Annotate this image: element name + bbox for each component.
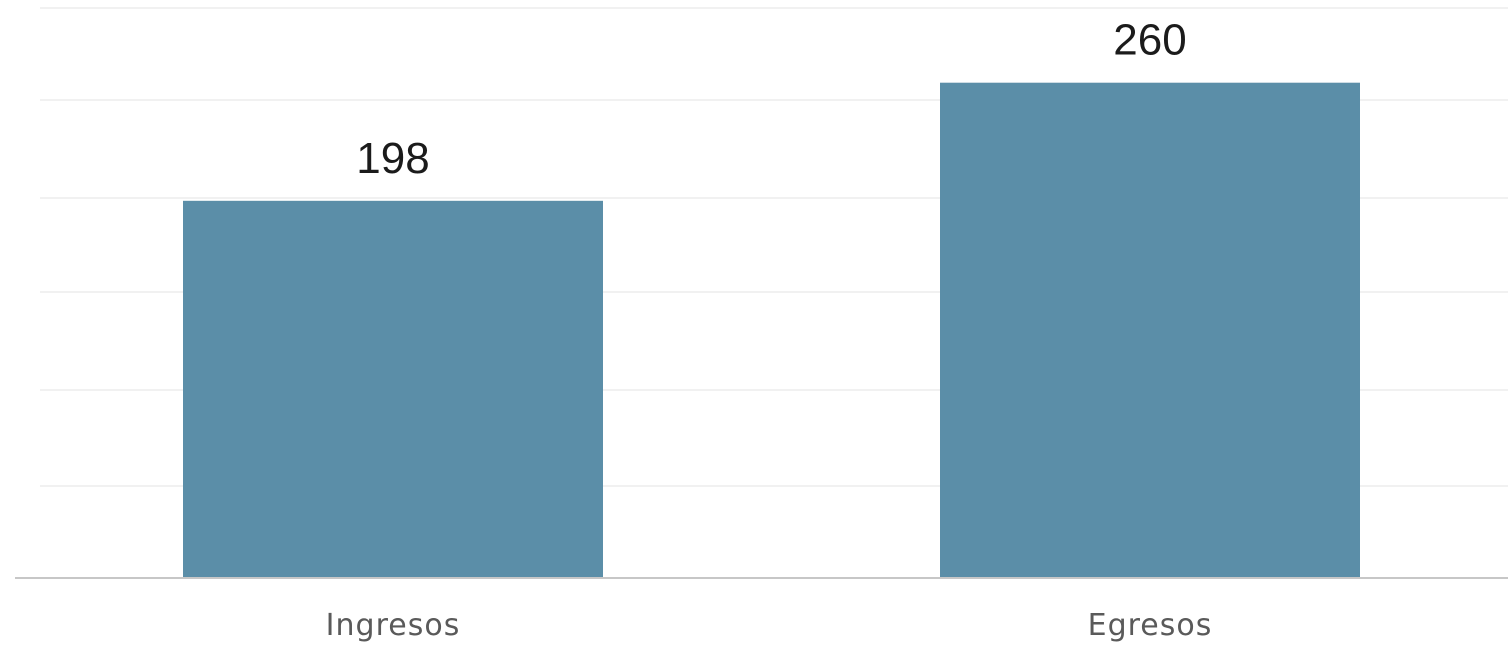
tick-label-egresos: Egresos [1088,608,1213,643]
x-axis-tick-labels: Ingresos Egresos [326,608,1213,643]
bar-egresos [940,82,1360,578]
data-labels: 198 260 [356,16,1186,183]
bars [183,82,1360,578]
tick-label-ingresos: Ingresos [326,608,461,643]
data-label-ingresos: 198 [356,134,429,183]
data-label-egresos: 260 [1113,16,1186,65]
bar-ingresos [183,200,603,578]
